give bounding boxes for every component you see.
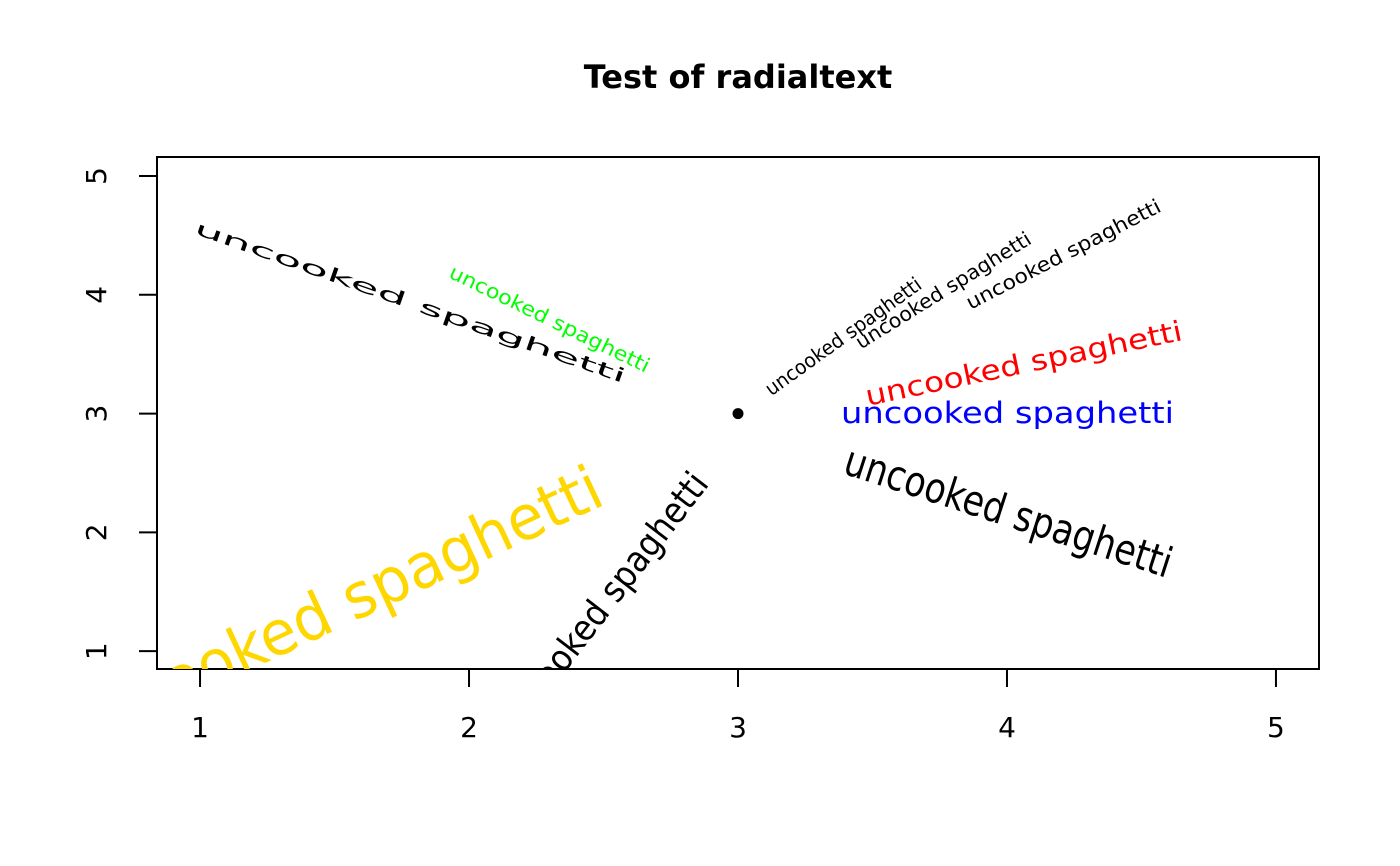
x-tick-label: 4 (998, 711, 1016, 744)
y-tick-label: 3 (80, 405, 113, 423)
x-tick-label: 2 (460, 711, 478, 744)
annotation: uncooked spaghetti (838, 436, 1178, 588)
x-tick-label: 3 (729, 711, 747, 744)
point (732, 408, 744, 420)
y-tick-label: 5 (80, 167, 113, 185)
annotations: uncooked spaghetti uncooked spaghetti unco… (53, 194, 1185, 764)
y-tick-label: 2 (80, 523, 113, 541)
annotation: uncooked spaghetti (841, 396, 1174, 430)
annotation: uncooked spaghetti (192, 217, 629, 388)
annotation: uncooked spaghetti (53, 451, 614, 764)
y-tick-label: 4 (80, 286, 113, 304)
chart-title: Test of radialtext (584, 58, 893, 96)
x-tick-label: 1 (191, 711, 209, 744)
x-tick-label: 5 (1267, 711, 1285, 744)
y-tick-label: 1 (80, 642, 113, 660)
